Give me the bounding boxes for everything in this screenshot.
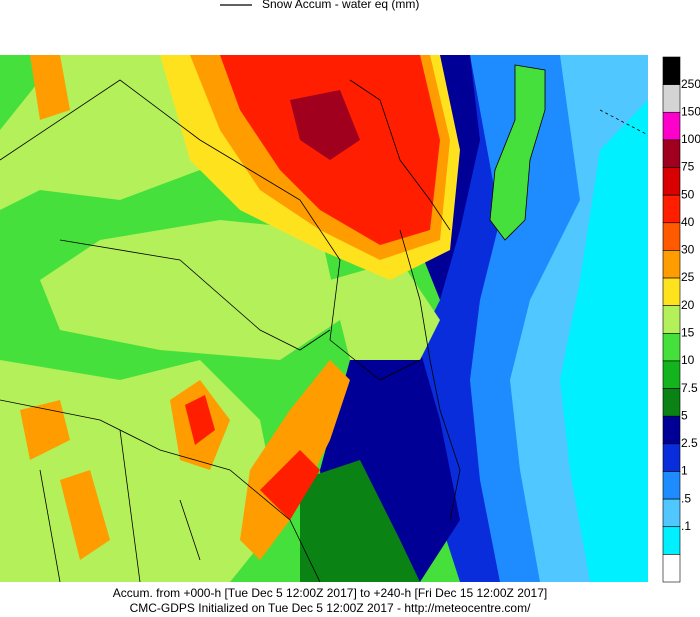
colorbar-box xyxy=(662,139,681,168)
colorbar-box xyxy=(662,277,681,306)
colorbar: 250 150 100 75 50 40 30 25 20 15 10 7.5 5 2.5 1 .5 .1 xyxy=(662,56,700,583)
colorbar-label: 25 xyxy=(681,270,695,284)
colorbar-label: 150 xyxy=(681,104,700,118)
colorbar-box xyxy=(662,56,681,85)
colorbar-label: 40 xyxy=(681,215,695,229)
colorbar-box xyxy=(662,305,681,334)
colorbar-box xyxy=(662,111,681,141)
colorbar-label: .1 xyxy=(681,519,691,533)
colorbar-box xyxy=(662,194,681,224)
colorbar-label: 2.5 xyxy=(681,436,698,450)
colorbar-label: 75 xyxy=(681,160,695,174)
colorbar-label: 15 xyxy=(681,325,695,339)
colorbar-box xyxy=(662,554,681,583)
legend-label: Snow Accum - water eq (mm) xyxy=(262,0,419,11)
colorbar-label: 7.5 xyxy=(681,381,698,395)
colorbar-label: 1 xyxy=(681,464,688,478)
colorbar-label: 5 xyxy=(681,408,688,422)
colorbar-box xyxy=(662,498,681,528)
colorbar-box xyxy=(662,471,681,500)
colorbar-box xyxy=(662,526,681,555)
map xyxy=(0,55,648,582)
colorbar-box xyxy=(662,333,681,362)
colorbar-box xyxy=(662,167,681,196)
colorbar-label: 10 xyxy=(681,353,695,367)
colorbar-box xyxy=(662,443,681,472)
footer-line: CMC-GDPS Initialized on Tue Dec 5 12:00Z… xyxy=(130,601,532,615)
colorbar-box xyxy=(662,415,681,445)
colorbar-label: 100 xyxy=(681,132,700,146)
colorbar-box xyxy=(662,222,681,251)
colorbar-label: 50 xyxy=(681,187,695,201)
colorbar-box xyxy=(662,360,681,389)
footer-line: Accum. from +000-h [Tue Dec 5 12:00Z 201… xyxy=(113,586,547,600)
colorbar-box xyxy=(662,388,681,417)
colorbar-label: 20 xyxy=(681,298,695,312)
colorbar-label: .5 xyxy=(681,491,691,505)
colorbar-label: 30 xyxy=(681,243,695,257)
colorbar-label: 250 xyxy=(681,77,700,91)
colorbar-box xyxy=(662,84,681,113)
colorbar-box xyxy=(662,250,681,279)
